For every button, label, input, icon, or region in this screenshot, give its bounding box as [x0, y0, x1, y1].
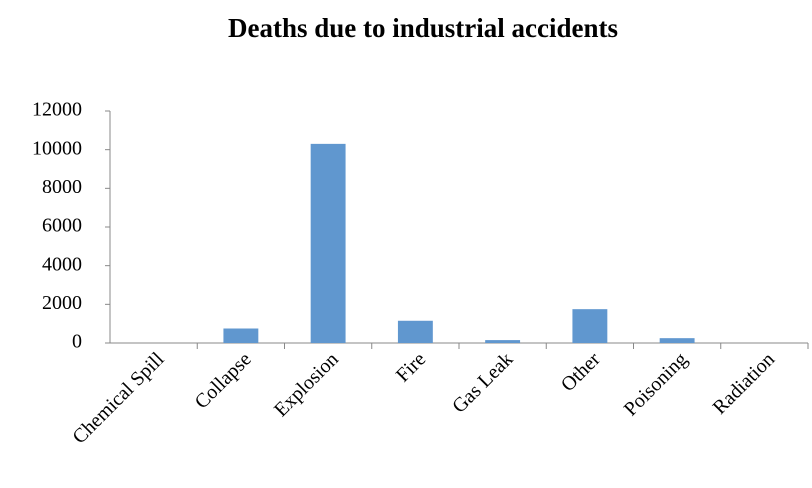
x-tick-label: Collapse: [191, 348, 256, 413]
x-tick-label: Poisoning: [620, 348, 692, 420]
bar: [659, 338, 695, 343]
x-tick-label: Chemical Spill: [68, 348, 168, 448]
chart-title: Deaths due to industrial accidents: [228, 13, 618, 43]
y-tick-label: 0: [72, 331, 82, 353]
x-tick-label: Fire: [392, 348, 430, 386]
y-tick-label: 4000: [42, 253, 82, 275]
x-tick-label: Gas Leak: [448, 348, 517, 417]
x-tick-label: Radiation: [709, 348, 780, 419]
bar: [397, 320, 433, 343]
bar: [310, 143, 346, 343]
bar: [223, 328, 259, 343]
y-tick-label: 10000: [32, 137, 82, 159]
bar: [485, 340, 521, 343]
y-tick-label: 8000: [42, 176, 82, 198]
y-tick-label: 2000: [42, 292, 82, 314]
x-tick-label: Explosion: [270, 348, 343, 421]
bar: [572, 309, 608, 343]
x-tick-label: Other: [557, 348, 605, 396]
y-tick-label: 12000: [32, 99, 82, 121]
y-tick-label: 6000: [42, 215, 82, 237]
